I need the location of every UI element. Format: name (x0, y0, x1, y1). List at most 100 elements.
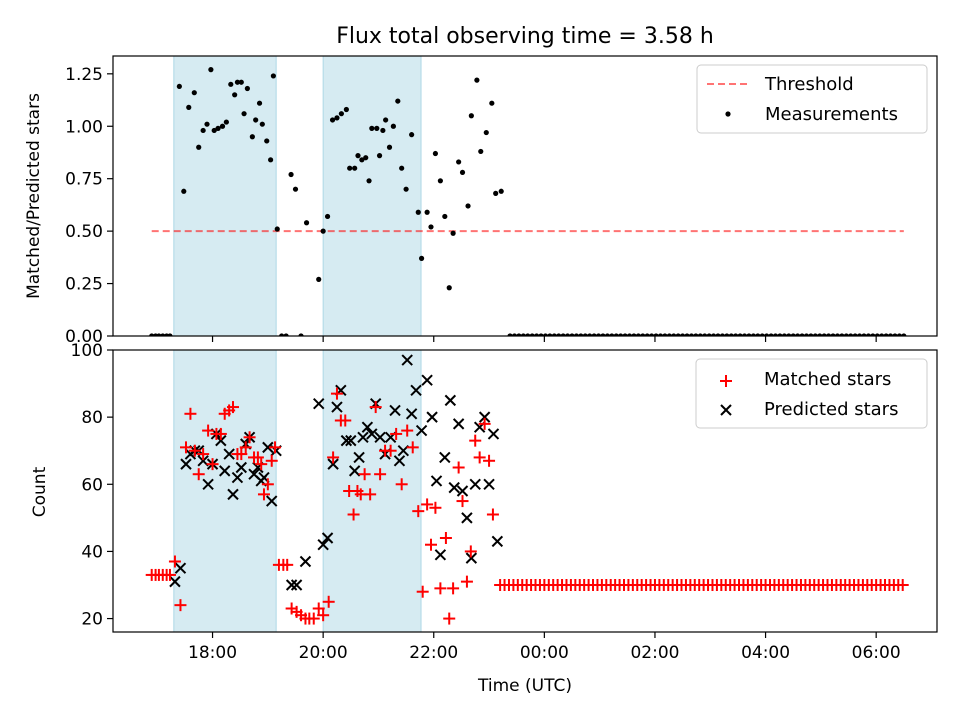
predicted-point (285, 579, 298, 591)
predicted-point (348, 465, 361, 477)
measurement-point (631, 333, 637, 336)
measurement-point (790, 333, 796, 336)
measurement-point (680, 333, 686, 336)
matched-point (384, 444, 397, 457)
measurement-point (852, 333, 858, 336)
measurement-point (777, 333, 783, 336)
measurement-point (279, 333, 285, 336)
measurement-point (380, 127, 386, 134)
measurement-point (848, 333, 854, 336)
measurement-point (424, 209, 430, 215)
measurement-point (693, 333, 699, 336)
measurement-point (613, 333, 619, 336)
measurement-point (432, 150, 439, 157)
measurement-point (786, 333, 792, 336)
predicted-point (197, 455, 209, 467)
predicted-point (361, 421, 374, 433)
matched-point (322, 595, 335, 608)
predicted-point (327, 458, 339, 470)
predicted-point (452, 418, 465, 430)
measurement-point (582, 333, 588, 336)
measurement-point (892, 333, 898, 336)
measurement-point (409, 132, 415, 138)
ratio-y-tick-label: 0.50 (65, 222, 103, 242)
matched-point (439, 532, 452, 544)
count-x-tick-label: 04:00 (741, 643, 790, 663)
predicted-point (491, 535, 504, 548)
predicted-point (169, 575, 181, 588)
measurement-point (772, 333, 779, 336)
measurement-point (564, 333, 571, 336)
measurement-point (219, 123, 226, 129)
measurement-point (702, 333, 708, 336)
matched-point (443, 612, 456, 625)
measurement-point (684, 333, 690, 336)
matched-point (447, 582, 460, 595)
measurement-point (403, 186, 409, 192)
predicted-point (405, 408, 418, 420)
measurement-point (781, 333, 787, 336)
measurement-point (468, 113, 474, 119)
measurement-point (215, 125, 221, 131)
matched-point (269, 441, 282, 454)
measurement-point (728, 333, 734, 336)
predicted-point (461, 512, 473, 524)
measurement-point (675, 333, 681, 336)
matched-point (406, 441, 419, 454)
measurement-point (186, 104, 192, 110)
measurement-point (591, 333, 597, 336)
measurement-point (456, 159, 462, 165)
measurement-point (446, 285, 452, 291)
predicted-point (415, 424, 428, 437)
matched-point (163, 568, 176, 581)
predicted-point (235, 461, 248, 474)
matched-point (369, 401, 382, 414)
ratio-y-tick-label: 1.00 (65, 117, 103, 137)
predicted-point (487, 428, 500, 440)
measurement-point (644, 333, 650, 336)
measurement-point (671, 333, 677, 336)
measurement-point (830, 333, 836, 336)
predicted-point (426, 411, 438, 423)
predicted-point (180, 458, 192, 470)
measurement-point (874, 333, 880, 336)
measurement-point (274, 226, 280, 232)
matched-point (434, 582, 447, 595)
predicted-legend-marker (720, 404, 732, 416)
count-legend: Matched stars Predicted stars (695, 358, 928, 429)
matched-point (261, 478, 274, 491)
count-legend-box (695, 358, 928, 429)
ratio-panel: Flux total observing time = 3.58 h 0.000… (24, 24, 938, 347)
predicted-point (389, 404, 401, 417)
predicted-point (374, 431, 386, 443)
matched-point (347, 508, 360, 521)
measurement-point (428, 224, 434, 230)
measurement-point (759, 333, 765, 336)
measurement-point (737, 333, 743, 336)
measurement-point (465, 203, 471, 209)
measurement-point (741, 333, 748, 336)
measurement-point (812, 333, 818, 336)
measurement-point (395, 98, 401, 104)
measurement-point (244, 85, 250, 92)
ratio-y-ticks: 0.00 0.25 0.50 0.75 1.00 1.25 (65, 65, 113, 347)
measurement-point (259, 121, 265, 127)
measurement-point (870, 333, 876, 336)
matched-point (179, 441, 192, 454)
matched-point (255, 458, 268, 471)
predicted-point (317, 539, 329, 551)
count-y-ticks: 20 40 60 80 100 (71, 341, 113, 630)
predicted-point (410, 384, 422, 396)
matched-point (327, 451, 340, 464)
matched-point (478, 417, 491, 430)
matched-point (452, 461, 465, 474)
measurement-point (338, 111, 344, 117)
predicted-points (169, 354, 504, 591)
matched-point (235, 448, 248, 461)
matched-point (312, 602, 325, 615)
matched-point (896, 579, 909, 591)
measurement-point (635, 333, 641, 336)
observing-band-0 (173, 56, 277, 336)
measurement-point (288, 171, 294, 178)
